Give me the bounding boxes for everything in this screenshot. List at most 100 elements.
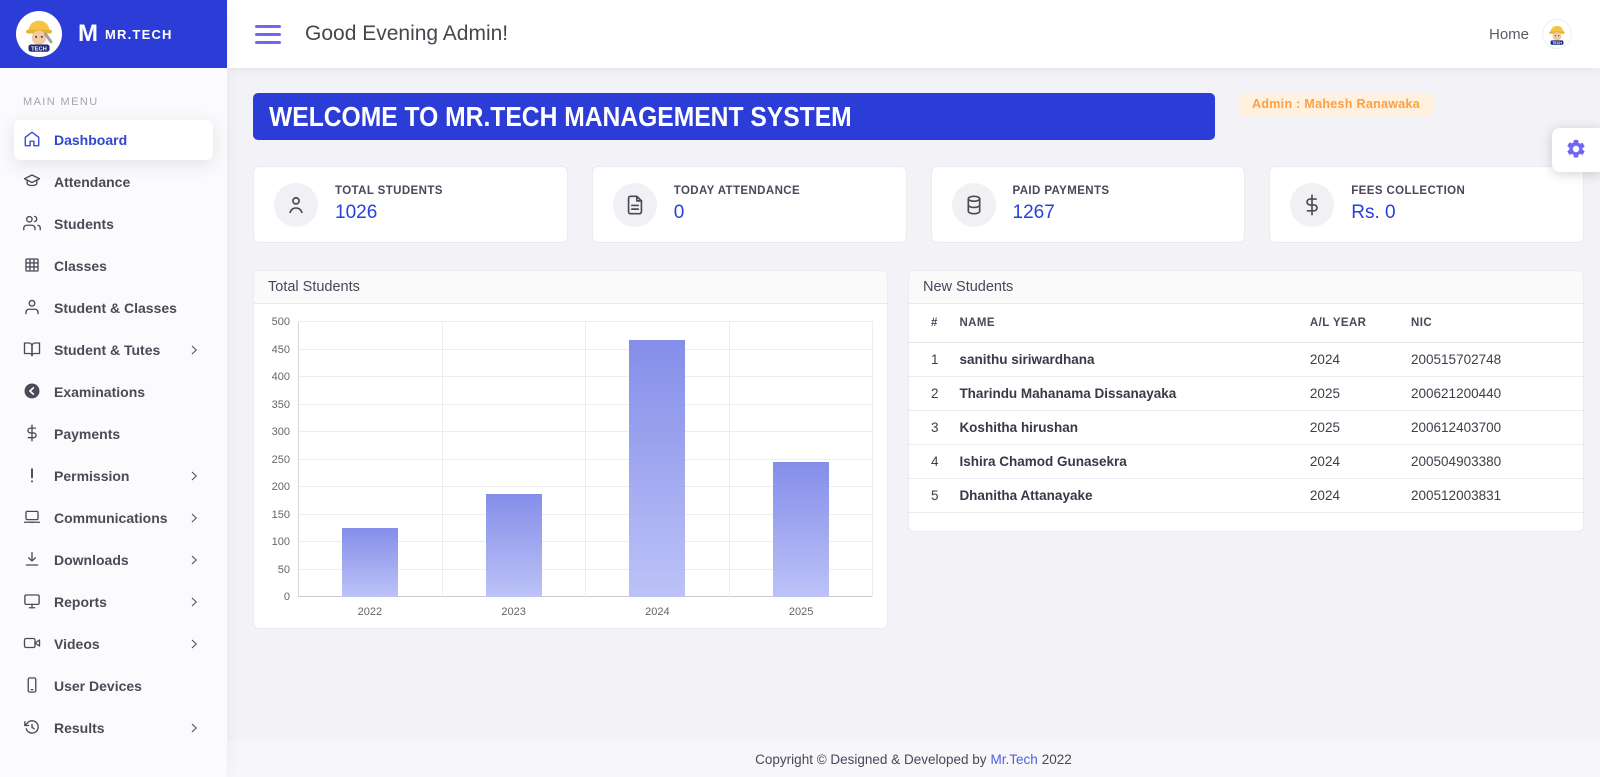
history-icon: [23, 718, 41, 739]
stat-card-fees-collection: FEES COLLECTION Rs. 0: [1269, 166, 1584, 243]
chevron-right-icon: [185, 343, 203, 357]
cell-num: 5: [909, 478, 950, 513]
download-icon: [23, 550, 41, 571]
footer-copyright: Copyright © Designed & Developed by: [755, 751, 987, 767]
laptop-icon: [23, 508, 41, 529]
sidebar-item-label: Dashboard: [54, 132, 128, 148]
gridline: [299, 513, 873, 515]
cell-year: 2024: [1299, 478, 1402, 513]
new-students-table: # NAME A/L YEAR NIC 1 sanithu siriwardhana 20…: [909, 304, 1583, 513]
sidebar-item-dashboard[interactable]: Dashboard: [14, 120, 213, 160]
gridline: [299, 541, 873, 542]
cell-year: 2025: [1299, 376, 1402, 411]
alert-icon: [23, 466, 41, 487]
table-row: 5 Dhanitha Attanayake 2024 200512003831: [909, 478, 1583, 513]
gridline: [299, 376, 873, 377]
sidebar-item-classes[interactable]: Classes: [14, 246, 213, 286]
stat-card-today-attendance: TODAY ATTENDANCE 0: [591, 166, 907, 243]
footer-mrtech-link[interactable]: Mr.Tech: [990, 751, 1038, 767]
sidebar-menu: MAIN MENU Dashboard Attendance Students Cla…: [0, 68, 227, 750]
cell-nic: 200612403700: [1401, 410, 1583, 445]
cell-year: 2024: [1299, 342, 1402, 377]
sidebar-item-user-devices[interactable]: User Devices: [14, 666, 213, 706]
chevron-right-icon: [185, 553, 203, 567]
table-row: 1 sanithu siriwardhana 2024 200515702748: [909, 342, 1583, 377]
cell-name: Dhanitha Attanayake: [949, 478, 1300, 513]
sidebar-item-permission[interactable]: Permission: [14, 456, 213, 496]
sidebar-item-students[interactable]: Students: [14, 204, 213, 244]
user-icon: [23, 298, 41, 319]
cell-nic: 200621200440: [1401, 376, 1583, 411]
table-header-: #: [909, 304, 950, 343]
dollar-icon: [23, 423, 41, 445]
y-tick-label: 400: [271, 371, 290, 383]
x-tick-label: 2023: [501, 606, 526, 618]
table-row: 4 Ishira Chamod Gunasekra 2024 200504903380: [909, 444, 1583, 479]
mrtech-mascot-logo: TECH: [16, 11, 62, 57]
cell-num: 2: [909, 376, 950, 411]
chevron-right-icon: [185, 469, 203, 483]
table-title: New Students: [909, 271, 1583, 304]
chevron-right-icon: [185, 637, 203, 651]
stat-value: 1267: [1012, 202, 1055, 223]
table-row: 3 Koshitha hirushan 2025 200612403700: [909, 410, 1583, 445]
stat-label: PAID PAYMENTS: [1012, 185, 1110, 197]
y-tick-label: 150: [271, 508, 290, 521]
sidebar-item-downloads[interactable]: Downloads: [14, 540, 213, 580]
phone-icon: [23, 676, 41, 697]
sidebar-item-communications[interactable]: Communications: [14, 498, 213, 538]
cell-nic: 200512003831: [1401, 478, 1583, 513]
person-icon: [274, 182, 318, 227]
sidebar-item-label: Communications: [54, 510, 168, 526]
table-header-nic: NIC: [1401, 304, 1583, 343]
cell-nic: 200515702748: [1401, 342, 1583, 377]
bar-2022: [342, 528, 399, 597]
y-tick-label: 500: [271, 316, 290, 328]
welcome-banner: WELCOME TO MR.TECH MANAGEMENT SYSTEM: [253, 93, 1215, 140]
attendance-icon: [23, 172, 41, 193]
cell-year: 2025: [1299, 410, 1402, 445]
stats-row: TOTAL STUDENTS 1026 TODAY ATTENDANCE 0 PAID …: [253, 166, 1584, 243]
main-area: Good Evening Admin! Home TECH WELCOME: [227, 0, 1600, 777]
sidebar-item-label: Reports: [54, 594, 107, 610]
exam-icon: [23, 382, 41, 403]
sidebar-item-label: Downloads: [54, 552, 129, 568]
sidebar-item-reports[interactable]: Reports: [14, 582, 213, 622]
x-tick-label: 2022: [357, 606, 383, 618]
sidebar-item-videos[interactable]: Videos: [14, 624, 213, 664]
cell-num: 1: [909, 342, 950, 377]
menu-section-label: MAIN MENU: [23, 96, 99, 108]
dollar-icon: [1290, 182, 1335, 227]
chevron-right-icon: [185, 721, 203, 735]
gridline: [299, 568, 873, 570]
mascot-icon: TECH: [16, 11, 62, 57]
y-tick-label: 450: [271, 343, 290, 356]
sidebar-item-student-classes[interactable]: Student & Classes: [14, 288, 213, 328]
y-tick-label: 250: [271, 453, 290, 466]
admin-badge: Admin : Mahesh Ranawaka: [1239, 93, 1434, 115]
gridline: [299, 403, 873, 405]
sidebar-item-results[interactable]: Results: [14, 708, 213, 748]
settings-fab[interactable]: [1552, 128, 1600, 172]
brand-m-glyph: M: [78, 20, 98, 47]
home-link[interactable]: Home: [1488, 25, 1529, 43]
gridline: [299, 431, 873, 432]
gridline: [299, 596, 873, 597]
footer-year: 2022: [1041, 751, 1072, 767]
database-icon: [951, 182, 996, 227]
hamburger-menu-icon[interactable]: [255, 24, 281, 44]
user-avatar[interactable]: TECH: [1542, 19, 1572, 49]
sidebar: TECH M MR.TECH MAIN MENU Dashboard Attend…: [0, 0, 227, 777]
chart-y-axis: 0 50 100 150 200 250 300 350 400 450 500: [262, 316, 298, 603]
sidebar-item-label: User Devices: [54, 678, 142, 694]
y-tick-label: 100: [271, 536, 290, 548]
sidebar-item-student-tutes[interactable]: Student & Tutes: [14, 330, 213, 370]
sidebar-item-examinations[interactable]: Examinations: [14, 372, 213, 412]
sidebar-item-label: Permission: [54, 468, 130, 484]
sidebar-item-payments[interactable]: Payments: [14, 414, 213, 454]
sidebar-item-attendance[interactable]: Attendance: [14, 162, 213, 202]
stat-label: TOTAL STUDENTS: [335, 185, 443, 197]
sidebar-item-label: Classes: [54, 258, 107, 274]
sidebar-logo-strip[interactable]: TECH M MR.TECH: [0, 0, 227, 68]
sidebar-item-label: Videos: [54, 636, 100, 652]
